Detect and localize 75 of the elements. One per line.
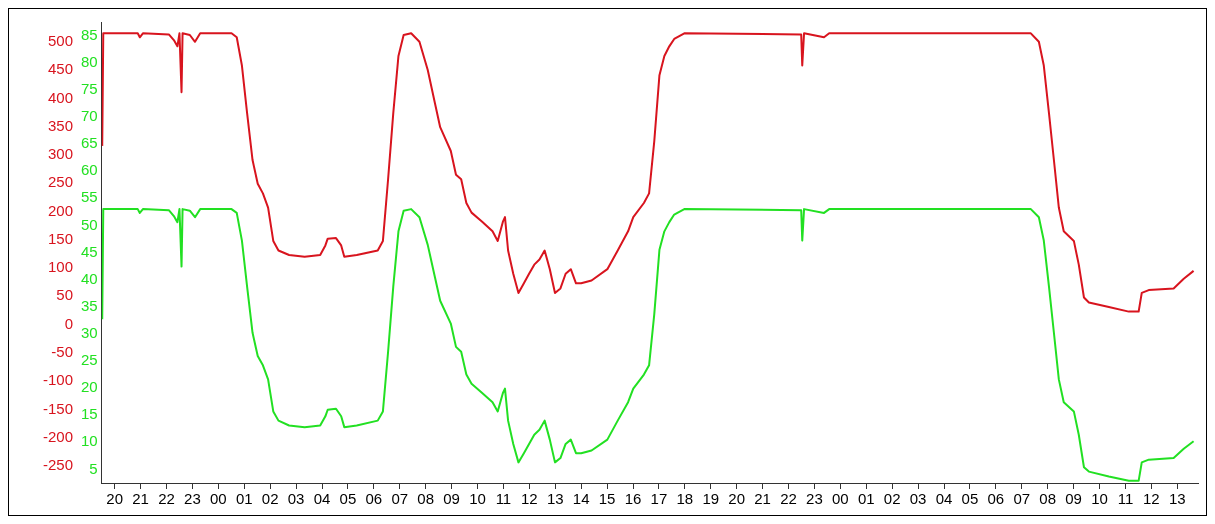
x-tick-label: 23 xyxy=(184,490,201,508)
x-tick-label: 13 xyxy=(1168,490,1186,508)
y-tick-label: 350 xyxy=(47,116,74,134)
x-tick-label: 04 xyxy=(313,490,331,508)
x-tick-label: 02 xyxy=(261,490,279,508)
x-tick-label: 08 xyxy=(417,490,435,508)
y2-tick-label: 75 xyxy=(81,79,98,97)
x-tick-label: 12 xyxy=(520,490,538,508)
x-tick-label: 21 xyxy=(754,490,771,508)
y2-tick-label: 40 xyxy=(81,269,98,287)
x-tick-label: 03 xyxy=(909,490,927,508)
y2-tick-label: 65 xyxy=(81,134,98,152)
x-tick-label: 10 xyxy=(469,490,486,508)
x-tick-label: 02 xyxy=(883,490,901,508)
x-tick-label: 15 xyxy=(598,490,616,508)
y2-tick-label: 45 xyxy=(81,242,98,260)
x-tick-label: 20 xyxy=(728,490,746,508)
y-tick-label: 250 xyxy=(47,173,74,191)
x-tick-label: 07 xyxy=(1013,490,1031,508)
y-tick-label: -250 xyxy=(42,456,74,474)
y2-tick-label: 25 xyxy=(81,351,98,369)
x-tick-label: 11 xyxy=(1117,490,1134,508)
y2-tick-label: 70 xyxy=(81,107,98,125)
y2-tick-label: 80 xyxy=(81,52,98,70)
y-tick-label: 150 xyxy=(47,229,74,247)
y2-tick-label: 85 xyxy=(81,25,98,43)
y2-tick-label: 5 xyxy=(89,459,98,477)
y-tick-label: 100 xyxy=(47,258,74,276)
y2-tick-label: 55 xyxy=(81,188,98,206)
x-tick-label: 06 xyxy=(365,490,383,508)
x-tick-label: 01 xyxy=(857,490,875,508)
x-tick-label: 13 xyxy=(546,490,564,508)
x-tick-label: 22 xyxy=(780,490,797,508)
x-tick-label: 03 xyxy=(287,490,305,508)
x-tick-label: 10 xyxy=(1091,490,1108,508)
y-tick-label: 400 xyxy=(47,88,74,106)
x-tick-label: 09 xyxy=(443,490,460,508)
y2-tick-label: 10 xyxy=(81,432,98,450)
y2-tick-label: 30 xyxy=(81,323,98,341)
x-tick-label: 08 xyxy=(1039,490,1057,508)
y2-tick-label: 20 xyxy=(81,378,98,396)
y2-tick-label: 15 xyxy=(81,405,98,423)
x-tick-label: 16 xyxy=(624,490,642,508)
y2-tick-label: 35 xyxy=(81,296,98,314)
y-tick-label: -200 xyxy=(42,427,74,445)
x-tick-label: 09 xyxy=(1065,490,1082,508)
x-tick-label: 00 xyxy=(209,490,227,508)
y-tick-label: 0 xyxy=(64,314,74,332)
y2-tick-label: 60 xyxy=(81,161,98,179)
y-tick-label: 50 xyxy=(56,286,74,304)
x-tick-label: 22 xyxy=(158,490,175,508)
x-tick-label: 05 xyxy=(339,490,357,508)
y-tick-label: 450 xyxy=(47,60,74,78)
y-tick-label: 500 xyxy=(47,31,74,49)
x-tick-label: 00 xyxy=(832,490,849,508)
x-tick-label: 07 xyxy=(391,490,409,508)
x-tick-label: 17 xyxy=(650,490,668,508)
x-tick-label: 21 xyxy=(132,490,149,508)
x-tick-label: 12 xyxy=(1143,490,1160,508)
x-tick-label: 06 xyxy=(987,490,1005,508)
y-tick-label: -100 xyxy=(42,371,74,389)
x-tick-label: 04 xyxy=(935,490,953,508)
x-tick-label: 20 xyxy=(106,490,124,508)
y-tick-label: 300 xyxy=(47,145,74,163)
y-tick-label: -150 xyxy=(42,399,74,417)
x-tick-label: 11 xyxy=(495,490,512,508)
x-tick-label: 19 xyxy=(702,490,720,508)
y-tick-label: -50 xyxy=(51,343,74,361)
x-tick-label: 14 xyxy=(572,490,590,508)
x-tick-label: 18 xyxy=(676,490,694,508)
x-tick-label: 05 xyxy=(961,490,979,508)
y2-tick-label: 50 xyxy=(81,215,98,233)
y-tick-label: 200 xyxy=(47,201,74,219)
x-tick-label: 23 xyxy=(806,490,823,508)
x-tick-label: 01 xyxy=(235,490,253,508)
